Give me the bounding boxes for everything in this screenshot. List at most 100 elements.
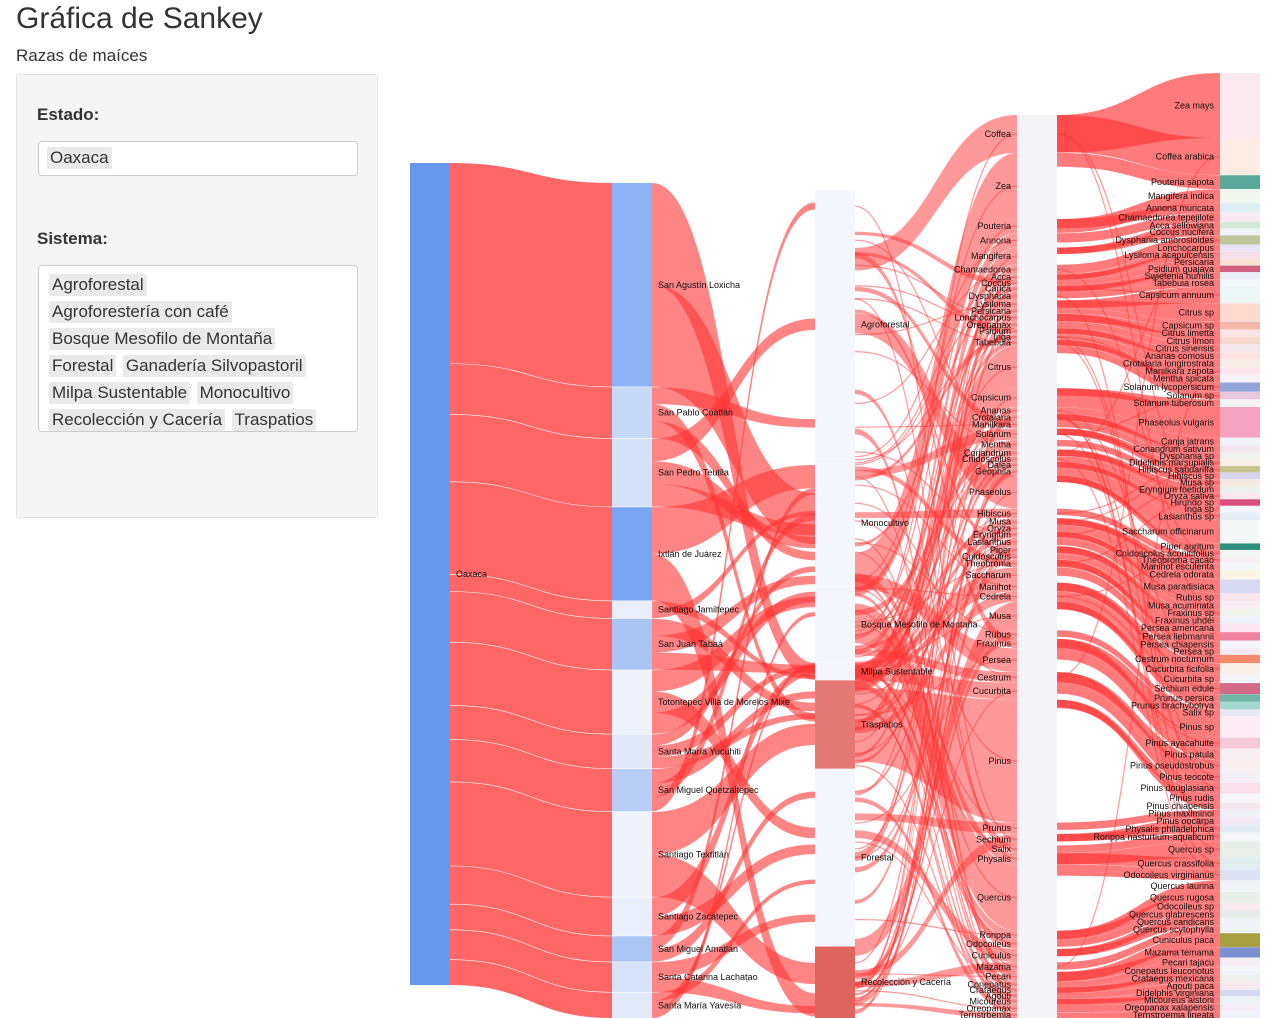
link-genero-especie[interactable] bbox=[1057, 531, 1220, 610]
link-genero-especie[interactable] bbox=[1057, 428, 1220, 473]
sankey-node[interactable] bbox=[1220, 817, 1260, 825]
link-sistema-genero[interactable] bbox=[855, 573, 1017, 865]
link-sistema-genero[interactable] bbox=[855, 286, 1017, 429]
link-municipio-sistema[interactable] bbox=[652, 488, 815, 949]
link-genero-especie[interactable] bbox=[1057, 537, 1220, 617]
link-genero-especie[interactable] bbox=[1057, 456, 1220, 506]
sankey-node[interactable] bbox=[1220, 73, 1260, 138]
sankey-node[interactable] bbox=[1220, 793, 1260, 803]
link-sistema-genero[interactable] bbox=[855, 291, 1017, 655]
link-sistema-genero[interactable] bbox=[854, 841, 1018, 985]
sankey-node[interactable] bbox=[612, 670, 652, 734]
link-municipio-sistema[interactable] bbox=[652, 612, 815, 1018]
sankey-node[interactable] bbox=[1220, 228, 1260, 236]
sankey-node[interactable] bbox=[1017, 420, 1057, 429]
link-genero-especie[interactable] bbox=[1057, 567, 1220, 664]
sankey-node[interactable] bbox=[1220, 303, 1260, 322]
sankey-node[interactable] bbox=[1017, 308, 1057, 314]
sankey-node[interactable] bbox=[1017, 930, 1057, 940]
link-state-municipio[interactable] bbox=[450, 414, 612, 507]
sankey-node[interactable] bbox=[1220, 903, 1260, 911]
link-genero-especie[interactable] bbox=[1057, 259, 1220, 286]
link-genero-especie[interactable] bbox=[1057, 407, 1220, 446]
sankey-node[interactable] bbox=[1220, 694, 1260, 702]
sankey-node[interactable] bbox=[1220, 716, 1260, 738]
sankey-node[interactable] bbox=[1220, 663, 1260, 675]
sankey-node[interactable] bbox=[1220, 479, 1260, 486]
estado-chip[interactable]: Oaxaca bbox=[47, 147, 112, 169]
sankey-node[interactable] bbox=[1220, 556, 1260, 564]
sankey-node[interactable] bbox=[1220, 499, 1260, 506]
sankey-node[interactable] bbox=[1220, 771, 1260, 783]
link-genero-especie[interactable] bbox=[1057, 475, 1220, 550]
link-sistema-genero[interactable] bbox=[855, 456, 1017, 764]
sankey-node[interactable] bbox=[1017, 1004, 1057, 1013]
sankey-node[interactable] bbox=[815, 662, 855, 680]
sankey-node[interactable] bbox=[1220, 382, 1260, 392]
sankey-node[interactable] bbox=[612, 936, 652, 962]
link-genero-especie[interactable] bbox=[1056, 288, 1221, 296]
sankey-node[interactable] bbox=[1017, 537, 1057, 547]
sankey-node[interactable] bbox=[1017, 699, 1057, 823]
sankey-node[interactable] bbox=[1220, 857, 1260, 870]
sankey-node[interactable] bbox=[1220, 520, 1260, 544]
sankey-node[interactable] bbox=[1220, 601, 1260, 610]
link-sistema-genero[interactable] bbox=[854, 588, 1018, 899]
link-genero-especie[interactable] bbox=[1057, 279, 1220, 299]
link-municipio-sistema[interactable] bbox=[652, 596, 815, 692]
sankey-node[interactable] bbox=[1017, 845, 1057, 853]
link-municipio-sistema[interactable] bbox=[652, 844, 815, 936]
sankey-node[interactable] bbox=[1220, 329, 1260, 337]
link-genero-especie[interactable] bbox=[1057, 947, 1220, 982]
link-sistema-genero[interactable] bbox=[855, 449, 1017, 675]
sankey-node[interactable] bbox=[1017, 1012, 1057, 1018]
sankey-node[interactable] bbox=[1017, 531, 1057, 538]
link-genero-especie[interactable] bbox=[1057, 244, 1220, 280]
sistema-chip[interactable]: Ganadería Silvopastoril bbox=[122, 355, 306, 377]
link-genero-especie[interactable] bbox=[1056, 336, 1221, 767]
link-genero-especie[interactable] bbox=[1057, 925, 1220, 970]
sankey-node[interactable] bbox=[1220, 579, 1260, 594]
link-sistema-genero[interactable] bbox=[854, 476, 1018, 991]
sankey-node[interactable] bbox=[1017, 218, 1057, 234]
link-sistema-genero[interactable] bbox=[854, 520, 1018, 762]
link-genero-especie[interactable] bbox=[1057, 672, 1220, 772]
sankey-node[interactable] bbox=[1017, 648, 1057, 672]
sankey-node[interactable] bbox=[1220, 550, 1260, 557]
sankey-node[interactable] bbox=[1017, 567, 1057, 583]
sankey-node[interactable] bbox=[1017, 313, 1057, 322]
link-state-municipio[interactable] bbox=[450, 739, 612, 812]
sankey-node[interactable] bbox=[1220, 1011, 1260, 1018]
sankey-node[interactable] bbox=[1017, 467, 1057, 476]
sankey-node[interactable] bbox=[1220, 569, 1260, 580]
sistema-chip[interactable]: Bosque Mesofilo de Montaña bbox=[49, 328, 276, 350]
link-genero-especie[interactable] bbox=[1057, 638, 1220, 738]
sankey-node[interactable] bbox=[815, 680, 855, 769]
sankey-node[interactable] bbox=[1017, 388, 1057, 408]
link-genero-especie[interactable] bbox=[1057, 648, 1220, 760]
link-state-municipio[interactable] bbox=[450, 364, 612, 439]
link-sistema-genero[interactable] bbox=[855, 466, 1017, 568]
sankey-node[interactable] bbox=[1220, 189, 1260, 204]
link-genero-especie[interactable] bbox=[1057, 228, 1220, 255]
sankey-node[interactable] bbox=[1017, 853, 1057, 865]
link-sistema-genero[interactable] bbox=[855, 252, 1017, 649]
sankey-node[interactable] bbox=[1220, 640, 1260, 649]
sankey-node[interactable] bbox=[612, 734, 652, 769]
sankey-node[interactable] bbox=[410, 163, 450, 985]
link-genero-especie[interactable] bbox=[1057, 328, 1220, 368]
link-genero-especie[interactable] bbox=[1057, 339, 1220, 383]
link-sistema-genero[interactable] bbox=[855, 251, 1017, 334]
link-genero-especie[interactable] bbox=[1056, 133, 1221, 614]
link-state-municipio[interactable] bbox=[450, 782, 612, 897]
sankey-node[interactable] bbox=[1017, 939, 1057, 949]
link-state-municipio[interactable] bbox=[450, 705, 612, 769]
link-sistema-genero[interactable] bbox=[855, 518, 1017, 651]
link-municipio-sistema[interactable] bbox=[652, 663, 815, 1010]
link-genero-especie[interactable] bbox=[1057, 559, 1220, 655]
sankey-node[interactable] bbox=[1220, 648, 1260, 655]
sankey-node[interactable] bbox=[1220, 391, 1260, 400]
link-genero-especie[interactable] bbox=[1057, 334, 1220, 375]
link-genero-especie[interactable] bbox=[1057, 235, 1220, 274]
sankey-node[interactable] bbox=[815, 769, 855, 946]
